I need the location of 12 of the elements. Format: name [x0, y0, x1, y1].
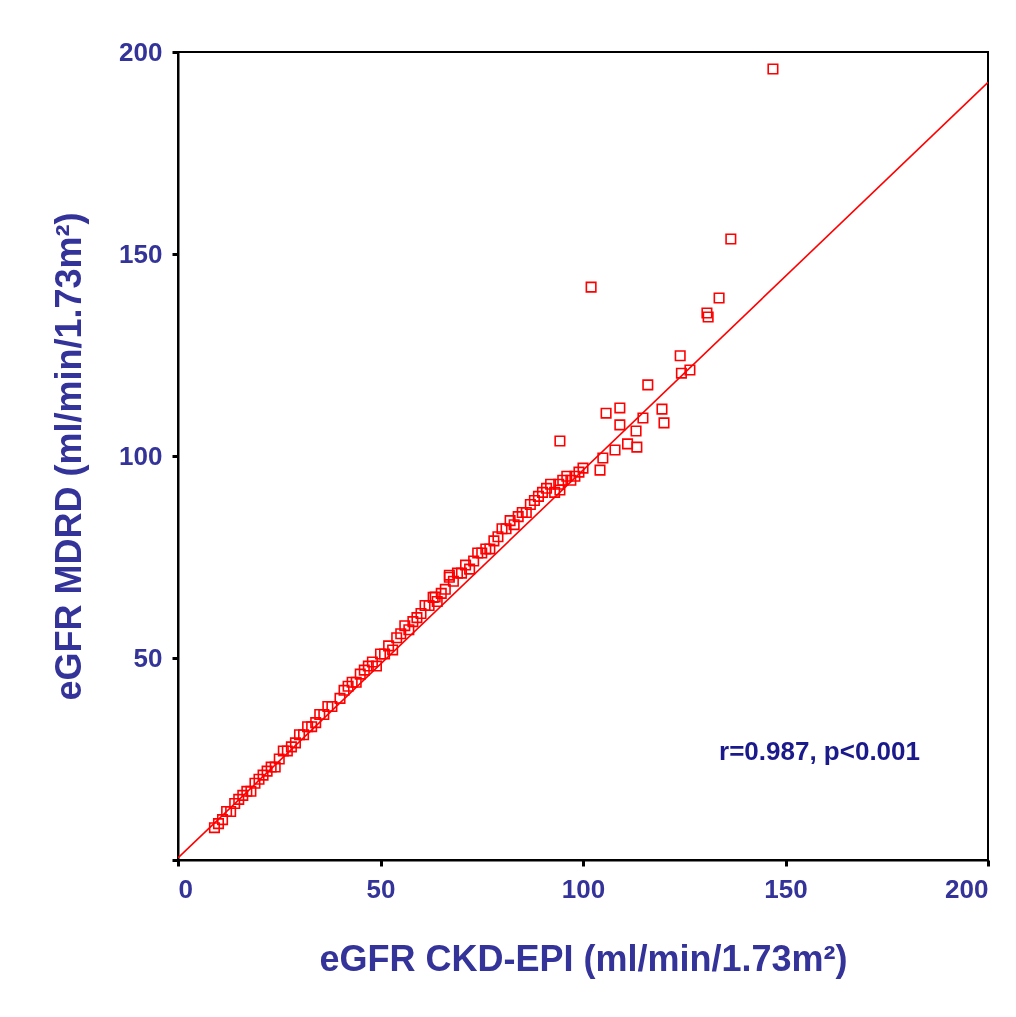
x-tick-label: 200 [945, 873, 989, 904]
x-tick-label: 150 [764, 873, 808, 904]
x-tick-label: 50 [366, 873, 396, 904]
y-tick-label: 200 [119, 36, 163, 67]
x-tick-label: 100 [561, 873, 606, 904]
y-tick-label: 50 [133, 642, 163, 673]
annotation: r=0.987, p<0.001 [719, 736, 920, 766]
y-axis-title: eGFR MDRD (ml/min/1.73m²) [48, 212, 90, 701]
y-tick-label: 100 [119, 440, 163, 471]
x-axis-title: eGFR CKD-EPI (ml/min/1.73m²) [319, 937, 848, 979]
y-tick-label: 150 [119, 238, 163, 269]
x-tick-label: 0 [178, 873, 193, 904]
